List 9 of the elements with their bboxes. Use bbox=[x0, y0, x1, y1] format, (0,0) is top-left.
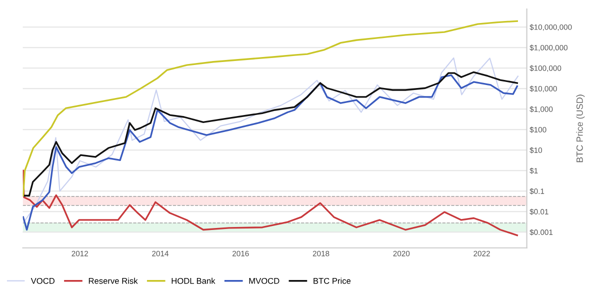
legend-label: BTC Price bbox=[314, 278, 351, 284]
line-series bbox=[22, 20, 518, 196]
legend-label: MVOCD bbox=[249, 278, 280, 284]
legend-label: HODL Bank bbox=[172, 278, 216, 284]
y-axis-title: BTC Price (USD) bbox=[576, 94, 585, 162]
legend-label: Reserve Risk bbox=[88, 278, 138, 284]
legend-label: VOCD bbox=[30, 278, 55, 284]
line-series bbox=[22, 170, 518, 236]
line-series bbox=[24, 71, 518, 196]
